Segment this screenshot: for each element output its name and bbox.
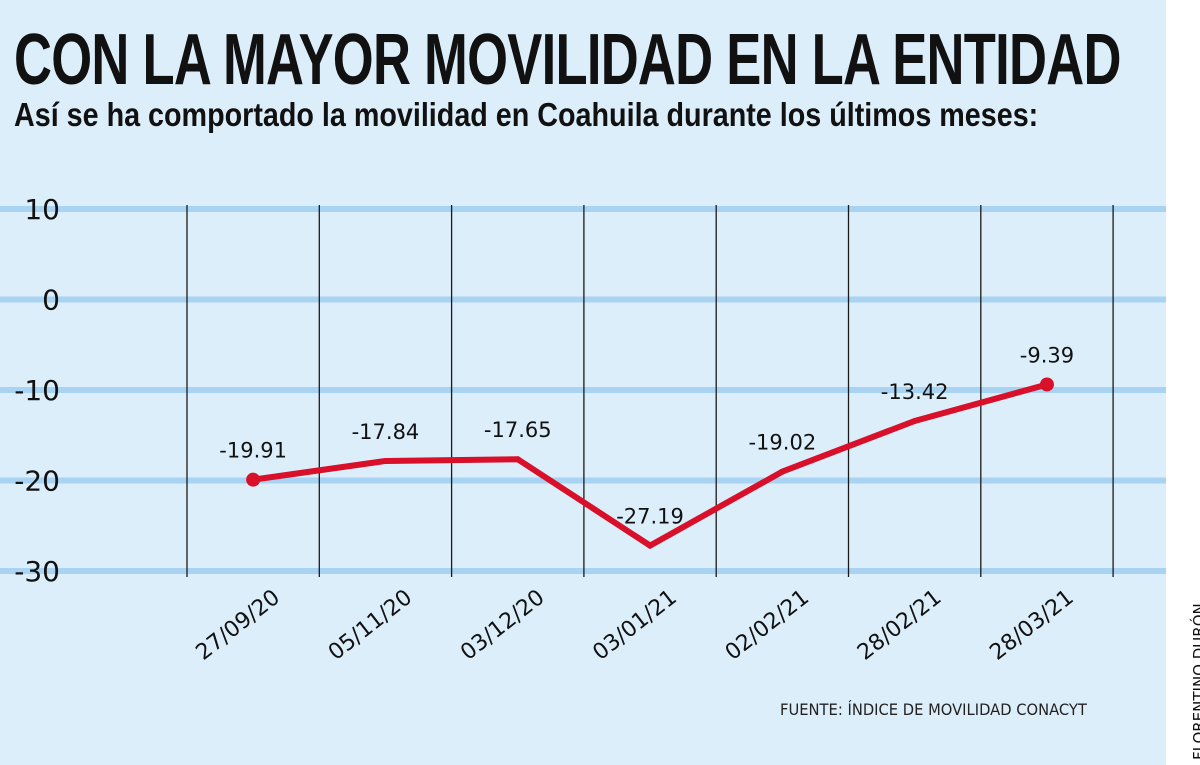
data-point <box>779 468 786 475</box>
x-tick-label: 05/11/20 <box>324 585 417 666</box>
data-label: -19.91 <box>219 439 287 463</box>
x-tick-label: 27/09/20 <box>192 585 285 666</box>
data-label: -27.19 <box>616 505 684 529</box>
x-tick-label: 02/02/21 <box>721 585 814 666</box>
data-point <box>911 417 918 424</box>
data-point <box>246 472 261 487</box>
y-tick-label: 10 <box>24 193 60 226</box>
data-label: -13.42 <box>881 380 949 404</box>
x-tick-label: 03/01/21 <box>588 585 681 666</box>
x-tick-label: 28/03/21 <box>985 585 1078 666</box>
data-label: -17.84 <box>352 420 420 444</box>
chart-background <box>0 0 1166 765</box>
data-label: -19.02 <box>748 431 816 455</box>
data-point <box>382 457 389 464</box>
chart-subtitle: Así se ha comportado la movilidad en Coa… <box>14 96 1039 133</box>
data-point <box>514 456 521 463</box>
y-tick-label: -10 <box>14 374 60 407</box>
data-label: -9.39 <box>1020 343 1074 367</box>
y-tick-label: -20 <box>14 465 60 498</box>
author-credit: FLORENTINO DURÓN <box>1190 603 1200 760</box>
chart-title: CON LA MAYOR MOVILIDAD EN LA ENTIDAD <box>14 20 1121 100</box>
data-label: -17.65 <box>484 418 552 442</box>
data-point <box>647 542 654 549</box>
y-tick-label: -30 <box>14 555 60 588</box>
source-note: FUENTE: ÍNDICE DE MOVILIDAD CONACYT <box>780 700 1087 719</box>
data-point <box>1039 377 1054 392</box>
x-tick-label: 28/02/21 <box>853 585 946 666</box>
y-tick-label: 0 <box>42 284 60 317</box>
x-tick-label: 03/12/20 <box>456 585 549 666</box>
